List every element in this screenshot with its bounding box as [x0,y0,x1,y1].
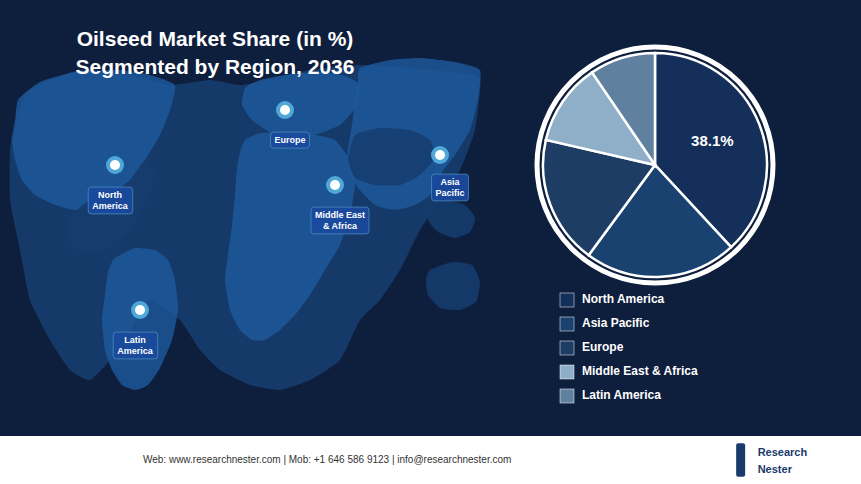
canvas: NorthAmerica Europe AsiaPacific Middle East… [0,0,861,484]
background [0,0,861,484]
legend-label: Asia Pacific [582,316,650,330]
land [428,200,475,238]
land [348,58,481,210]
pin-outer [326,176,344,194]
pin-outer [431,146,449,164]
logo-text: Research [758,446,808,458]
legend-item: Latin America [560,388,661,403]
legend-label: North America [582,292,665,306]
legend-swatch [560,341,574,355]
land [102,248,178,390]
legend-swatch [560,293,574,307]
legend-swatch [560,389,574,403]
pin-inner [330,180,340,190]
legend-label: Europe [582,340,624,354]
legend: North America Asia Pacific Europe Middle Ea… [560,292,698,403]
pin-label-box [270,132,309,148]
logo-text: Nester [758,463,793,475]
pin-outer [131,301,149,319]
legend-swatch [560,317,574,331]
legend-item: Europe [560,340,624,355]
pins: NorthAmerica Europe AsiaPacific Middle East… [88,101,468,359]
pie: 38.1% [537,47,773,283]
pin-outer [276,101,294,119]
land [348,128,435,186]
pin-label: NorthAmerica [92,190,129,211]
logo-icon [736,443,745,477]
pie-slice [592,53,655,165]
legend-item: Asia Pacific [560,316,650,331]
pin-label-box [113,332,158,359]
map [10,58,481,390]
subtitle: Segmented by Region, 2036 [76,55,355,78]
pin-label: AsiaPacific [435,177,464,198]
land [426,262,480,310]
pin-label: Middle East& Africa [315,210,365,231]
footer [0,436,861,484]
legend-swatch [560,365,574,379]
land [65,160,155,255]
pin-inner [135,305,145,315]
pin-label: Europe [274,135,305,145]
pin-label: LatinAmerica [117,335,154,356]
title: Oilseed Market Share (in %) [77,27,354,50]
footer-text: Web: www.researchnester.com | Mob: +1 64… [143,454,511,465]
pin-label-box [431,174,468,201]
legend-item: North America [560,292,665,307]
legend-label: Latin America [582,388,661,402]
pin-label-box [311,207,369,234]
land [225,132,355,341]
land [242,72,360,138]
slice-label: 38.1% [691,132,734,149]
legend-label: Middle East & Africa [582,364,698,378]
pin-label-box [88,187,133,214]
pin-outer [106,156,124,174]
pie-ring [537,47,773,283]
legend-item: Middle East & Africa [560,364,698,379]
pin-inner [435,150,445,160]
pin-inner [280,105,290,115]
pin-inner [110,160,120,170]
